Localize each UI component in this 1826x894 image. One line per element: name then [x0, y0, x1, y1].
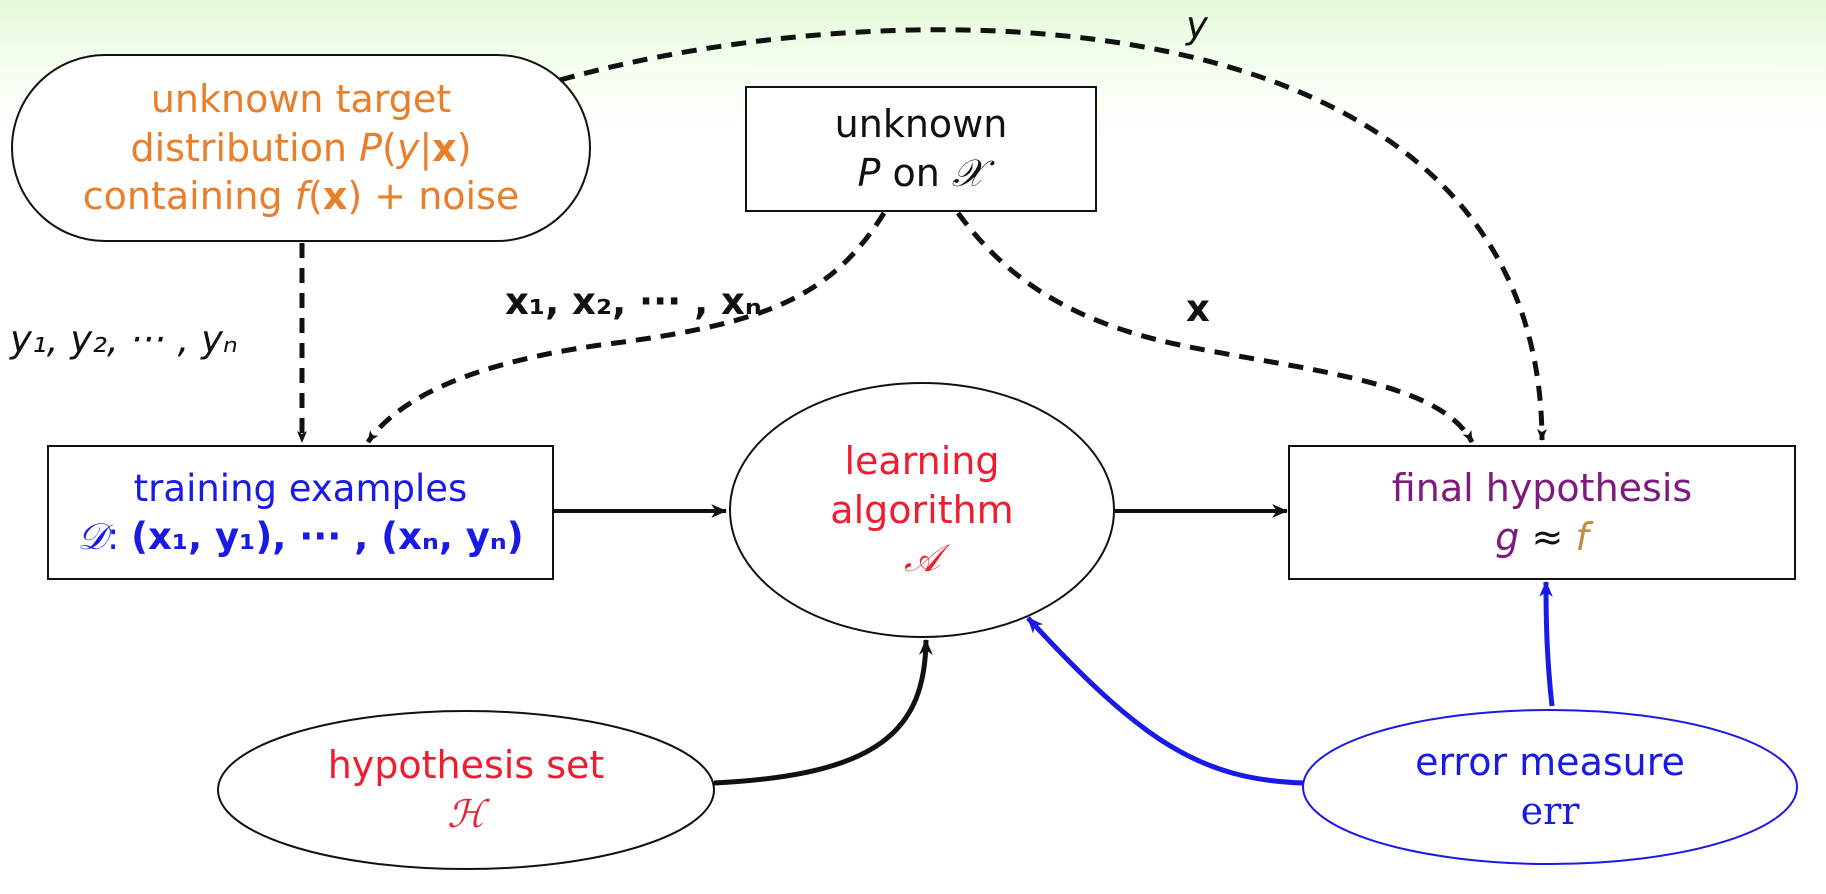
training-examples-node [47, 445, 554, 580]
training-examples-list: (x₁, y₁), ··· , (xₙ, yₙ) [131, 514, 524, 558]
algorithm-symbol: 𝒜 [904, 536, 940, 581]
final-title: final hypothesis [1391, 465, 1693, 510]
hypothesis-set-title: hypothesis set [327, 743, 605, 788]
input-distribution-node [745, 86, 1097, 212]
target-f-open-paren: ( [308, 174, 323, 219]
target-line-2: distribution P(y|x) [130, 124, 471, 173]
edge-input-to-training [365, 211, 887, 444]
edge-hypothesis-to-algorithm [713, 638, 933, 786]
hypothesis-set-node [217, 710, 715, 870]
target-open-paren: ( [382, 125, 397, 170]
input-p-symbol: P [857, 151, 881, 195]
training-examples-text: training examples 𝒟: (x₁, y₁), ··· , (xₙ… [48, 446, 553, 579]
input-space-symbol: 𝒳 [951, 151, 985, 195]
input-on-word: on [880, 151, 952, 195]
target-f-x-symbol: x [322, 174, 348, 219]
target-containing-word: containing [82, 174, 295, 219]
final-hypothesis-node [1288, 445, 1796, 580]
target-line-1: unknown target [150, 77, 452, 122]
target-distribution-word: distribution [130, 125, 360, 170]
target-distribution-text: unknown target distribution P(y|x) conta… [12, 55, 590, 241]
error-measure-symbol: err [1520, 789, 1580, 833]
algorithm-line-1: learning [844, 439, 1000, 484]
target-given-bar: | [419, 125, 433, 170]
target-f-symbol: f [294, 174, 309, 219]
final-f-symbol: f [1575, 514, 1589, 559]
label-y-list: y₁, y₂, ··· , yₙ [10, 318, 238, 361]
target-x-symbol: x [432, 125, 457, 170]
target-noise-text: ) + noise [347, 174, 520, 219]
final-approx-line: g ≈ f [1495, 513, 1589, 562]
label-x-list: x₁, x₂, ··· , xₙ [505, 280, 762, 323]
training-colon: : [106, 514, 120, 558]
learning-algorithm-text: learning algorithm 𝒜 [730, 383, 1114, 637]
final-approx-symbol: ≈ [1519, 514, 1576, 559]
input-distribution-text: unknown P on 𝒳 [746, 87, 1096, 211]
final-g-symbol: g [1495, 514, 1520, 559]
target-p-symbol: P [359, 125, 383, 170]
input-line-2: P on 𝒳 [857, 149, 984, 198]
edge-error-to-final [1539, 580, 1555, 707]
training-d-symbol: 𝒟 [77, 514, 107, 558]
hypothesis-set-symbol: ℋ [447, 792, 485, 836]
target-line-3: containing f(x) + noise [83, 172, 520, 221]
input-line-1: unknown [834, 102, 1008, 147]
target-close-paren: ) [456, 125, 472, 170]
training-examples-line: 𝒟: (x₁, y₁), ··· , (xₙ, yₙ) [77, 513, 523, 560]
edge-error-to-algorithm [1026, 616, 1305, 786]
training-title: training examples [133, 467, 468, 511]
hypothesis-set-text: hypothesis set ℋ [218, 711, 714, 869]
target-distribution-node [11, 54, 591, 242]
edge-input-to-final [955, 211, 1475, 444]
error-measure-text: error measure err [1303, 710, 1797, 864]
error-measure-title: error measure [1415, 740, 1685, 785]
final-hypothesis-text: final hypothesis g ≈ f [1289, 446, 1795, 579]
target-y-symbol: y [396, 125, 420, 170]
label-y-top: y [1186, 4, 1208, 47]
error-measure-node [1302, 709, 1798, 865]
label-x-single: x [1186, 287, 1210, 330]
algorithm-line-2: algorithm [830, 487, 1014, 532]
